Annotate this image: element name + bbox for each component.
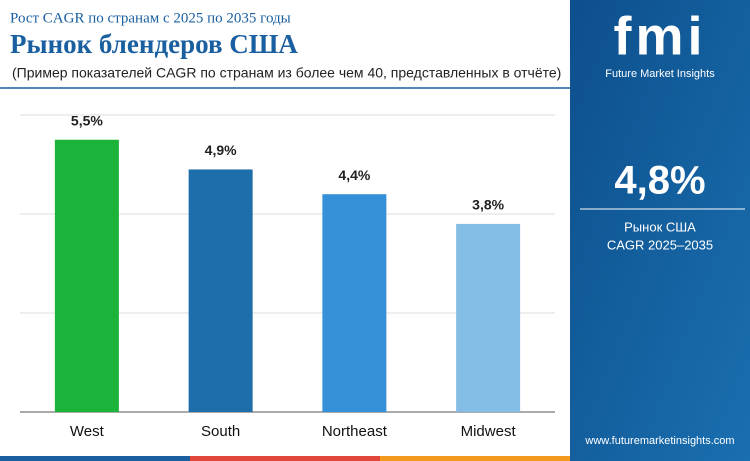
brand: Future Market Insights bbox=[605, 68, 715, 80]
panel-label: Рынок США bbox=[624, 219, 696, 234]
panel-value: 4,8% bbox=[614, 159, 705, 203]
title: Рынок блендеров США bbox=[10, 29, 298, 59]
x-tick-label: Midwest bbox=[461, 423, 517, 440]
value-label: 4,4% bbox=[338, 167, 370, 183]
logo: fmi bbox=[614, 6, 707, 66]
x-tick-label: South bbox=[201, 423, 240, 440]
bar bbox=[322, 194, 387, 412]
note: (Пример показателей CAGR по странам из б… bbox=[12, 65, 561, 81]
strip bbox=[190, 456, 380, 461]
bar bbox=[188, 169, 253, 412]
value-label: 3,8% bbox=[472, 197, 504, 213]
panel-label: CAGR 2025–2035 bbox=[607, 237, 713, 252]
value-label: 5,5% bbox=[71, 112, 103, 128]
x-tick-label: West bbox=[70, 423, 105, 440]
strip bbox=[380, 456, 570, 461]
bar bbox=[54, 139, 119, 412]
subtitle: Рост CAGR по странам с 2025 по 2035 годы bbox=[10, 10, 291, 26]
value-label: 4,9% bbox=[205, 142, 237, 158]
side-panel bbox=[570, 0, 750, 461]
bar bbox=[456, 223, 521, 412]
url: www.futuremarketinsights.com bbox=[584, 435, 734, 447]
x-tick-label: Northeast bbox=[322, 423, 388, 440]
strip bbox=[0, 456, 190, 461]
chart: West 5,5% South 4,9% Northeast 4,4% Midwest 3,8… bbox=[20, 112, 555, 440]
